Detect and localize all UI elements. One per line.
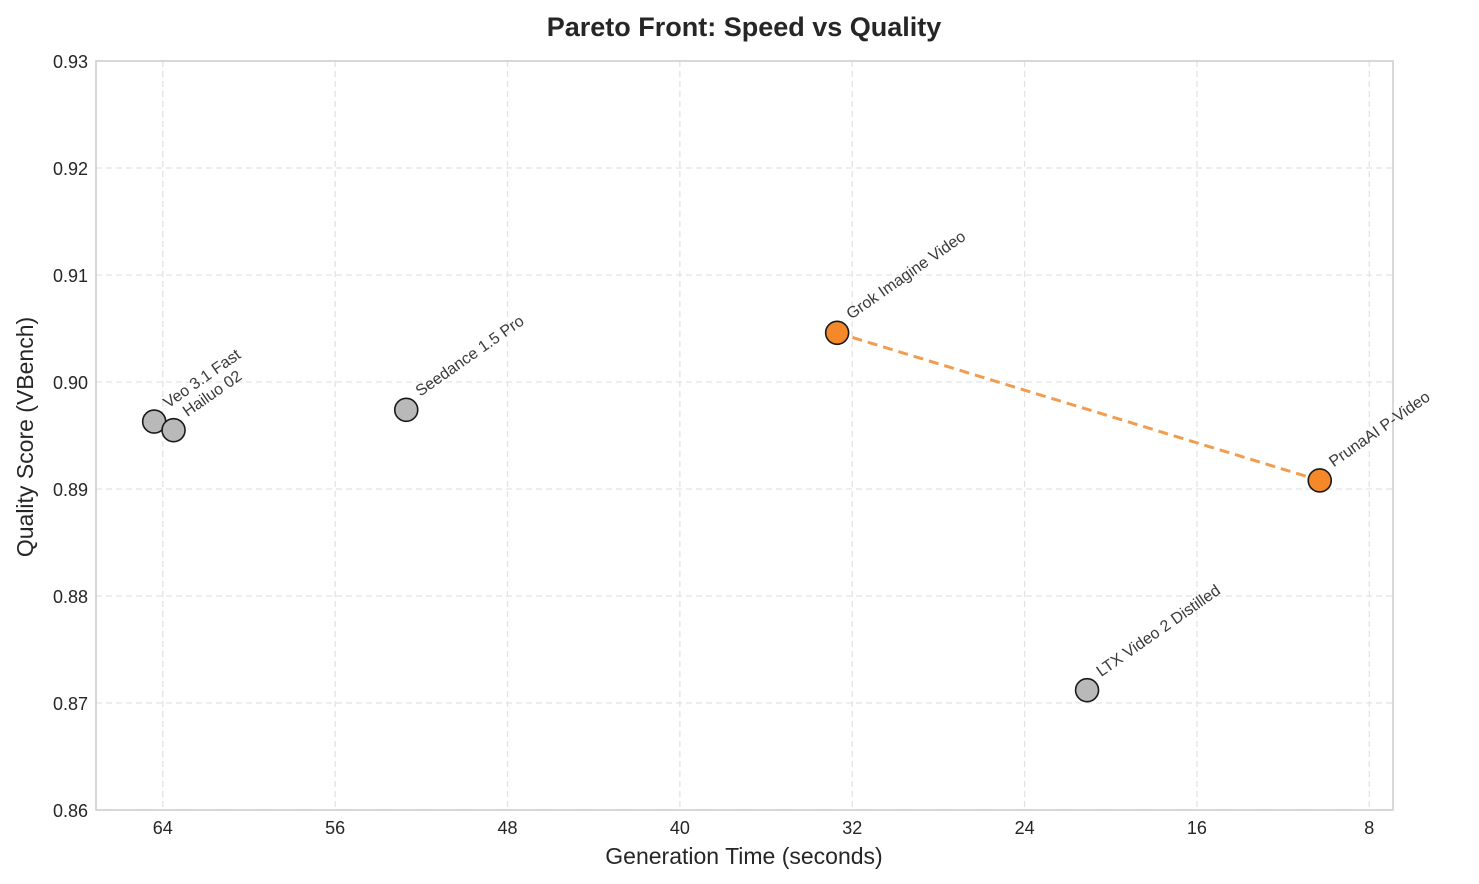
y-tick-label: 0.90 (53, 373, 88, 393)
point-label: LTX Video 2 Distilled (1094, 582, 1224, 680)
x-tick-label: 56 (325, 818, 345, 838)
scatter-point (1307, 468, 1333, 493)
pareto-front-line-group (836, 331, 1321, 482)
y-tick-label: 0.92 (53, 159, 88, 179)
y-tick-labels: 0.86 0.87 0.88 0.89 0.90 0.91 0.92 0.93 (53, 52, 88, 821)
x-tick-label: 32 (842, 818, 862, 838)
x-axis-label: Generation Time (seconds) (605, 843, 882, 869)
y-tick-label: 0.86 (53, 801, 88, 821)
point-label: Seedance 1.5 Pro (413, 313, 528, 400)
scatter-point (824, 320, 850, 346)
y-tick-label: 0.93 (53, 52, 88, 72)
point-label: PrunaAI P-Video (1326, 389, 1433, 471)
x-tick-label: 16 (1187, 818, 1207, 838)
x-tick-label: 8 (1364, 818, 1374, 838)
x-tick-label: 64 (153, 818, 173, 838)
y-tick-label: 0.88 (53, 587, 88, 607)
y-tick-label: 0.91 (53, 266, 88, 286)
data-points (141, 320, 1333, 703)
pareto-front-line (836, 331, 1321, 482)
y-axis-label: Quality Score (VBench) (12, 317, 38, 557)
plot-area-frame (95, 60, 1394, 811)
grid (96, 60, 1393, 811)
x-tick-labels: 64 56 48 40 32 24 16 8 (153, 818, 1375, 838)
scatter-point (1074, 677, 1100, 703)
x-tick-label: 24 (1015, 818, 1035, 838)
y-tick-label: 0.89 (53, 480, 88, 500)
x-tick-label: 48 (497, 818, 517, 838)
scatter-point (161, 417, 186, 443)
x-tick-label: 40 (670, 818, 690, 838)
chart-title: Pareto Front: Speed vs Quality (547, 12, 942, 42)
y-tick-label: 0.87 (53, 694, 88, 714)
scatter-point (393, 397, 419, 423)
